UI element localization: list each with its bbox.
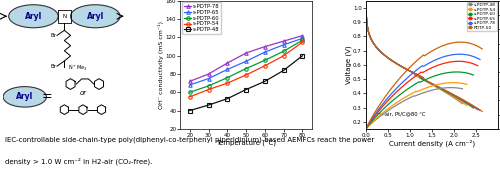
- Ellipse shape: [70, 5, 120, 28]
- s-PDTP-60: [280, 50, 286, 52]
- Text: $\mathsf{N^+Me_3}$: $\mathsf{N^+Me_3}$: [68, 63, 87, 73]
- Line: s-PDTP-65: s-PDTP-65: [188, 37, 304, 87]
- s-PDTP-78: [280, 40, 286, 42]
- s-PDTP-48: [187, 110, 193, 112]
- s-PDTP-78: [206, 73, 212, 75]
- s-PDTP-54: [300, 41, 306, 43]
- Y-axis label: Voltage (V): Voltage (V): [345, 45, 352, 84]
- s-PDTP-54: [206, 88, 212, 91]
- s-PDTP-60: [224, 77, 230, 79]
- s-PDTP-54: [262, 65, 268, 67]
- s-PDTP-65: [206, 78, 212, 80]
- s-PDTP-54: [224, 82, 230, 84]
- Ellipse shape: [3, 87, 46, 107]
- s-PDTP-65: [262, 51, 268, 53]
- s-PDTP-60: [262, 59, 268, 61]
- s-PDTP-48: [262, 80, 268, 82]
- s-PDTP-48: [300, 55, 306, 57]
- s-PDTP-48: [224, 98, 230, 100]
- s-PDTP-60: [187, 91, 193, 93]
- s-PDTP-48: [206, 104, 212, 106]
- s-PDTP-65: [243, 60, 249, 62]
- Legend: s-PDTP-78, s-PDTP-65, s-PDTP-60, s-PDTP-54, s-PDTP-48: s-PDTP-78, s-PDTP-65, s-PDTP-60, s-PDTP-…: [182, 3, 222, 34]
- Text: Br: Br: [50, 33, 56, 38]
- s-PDTP-65: [280, 44, 286, 46]
- s-PDTP-60: [300, 39, 306, 41]
- Text: IEC-controllable side-chain-type poly(diphenyl-co-terphenyl piperidinium)-based : IEC-controllable side-chain-type poly(di…: [5, 137, 374, 143]
- Text: H₂-air, Pt/C@80 °C: H₂-air, Pt/C@80 °C: [376, 111, 425, 116]
- Line: s-PDTP-48: s-PDTP-48: [188, 54, 304, 112]
- Text: Aryl: Aryl: [16, 92, 34, 101]
- Text: Br: Br: [50, 64, 56, 69]
- s-PDTP-54: [243, 74, 249, 76]
- Line: s-PDTP-54: s-PDTP-54: [188, 40, 304, 99]
- Text: or: or: [80, 90, 86, 96]
- Y-axis label: OH⁻ conductivity (mS cm⁻¹): OH⁻ conductivity (mS cm⁻¹): [158, 21, 164, 109]
- s-PDTP-65: [187, 84, 193, 86]
- Ellipse shape: [8, 5, 58, 28]
- Line: s-PDTP-78: s-PDTP-78: [188, 34, 304, 83]
- s-PDTP-54: [280, 55, 286, 57]
- s-PDTP-78: [243, 52, 249, 54]
- s-PDTP-78: [224, 62, 230, 64]
- Line: s-PDTP-60: s-PDTP-60: [188, 38, 304, 94]
- s-PDTP-78: [262, 45, 268, 48]
- Text: Aryl: Aryl: [86, 12, 104, 21]
- s-PDTP-48: [243, 88, 249, 91]
- s-PDTP-78: [300, 35, 306, 37]
- s-PDTP-54: [187, 96, 193, 98]
- s-PDTP-65: [300, 37, 306, 39]
- Text: =: =: [42, 90, 52, 103]
- Legend: s-PDTP-48, s-PDTP-54, s-PDTP-60, s-PDTP-65, s-PDTP-78, PDTP-50: s-PDTP-48, s-PDTP-54, s-PDTP-60, s-PDTP-…: [467, 2, 496, 31]
- s-PDTP-48: [280, 69, 286, 71]
- X-axis label: Temperature (°C): Temperature (°C): [216, 139, 276, 147]
- Text: density > 1.0 W cm⁻² in H2-air (CO₂-free).: density > 1.0 W cm⁻² in H2-air (CO₂-free…: [5, 158, 152, 165]
- s-PDTP-60: [206, 85, 212, 87]
- s-PDTP-60: [243, 67, 249, 70]
- Text: N: N: [62, 14, 66, 19]
- X-axis label: Current density (A cm⁻²): Current density (A cm⁻²): [388, 139, 475, 147]
- s-PDTP-65: [224, 68, 230, 71]
- s-PDTP-78: [187, 80, 193, 82]
- Text: Aryl: Aryl: [25, 12, 42, 21]
